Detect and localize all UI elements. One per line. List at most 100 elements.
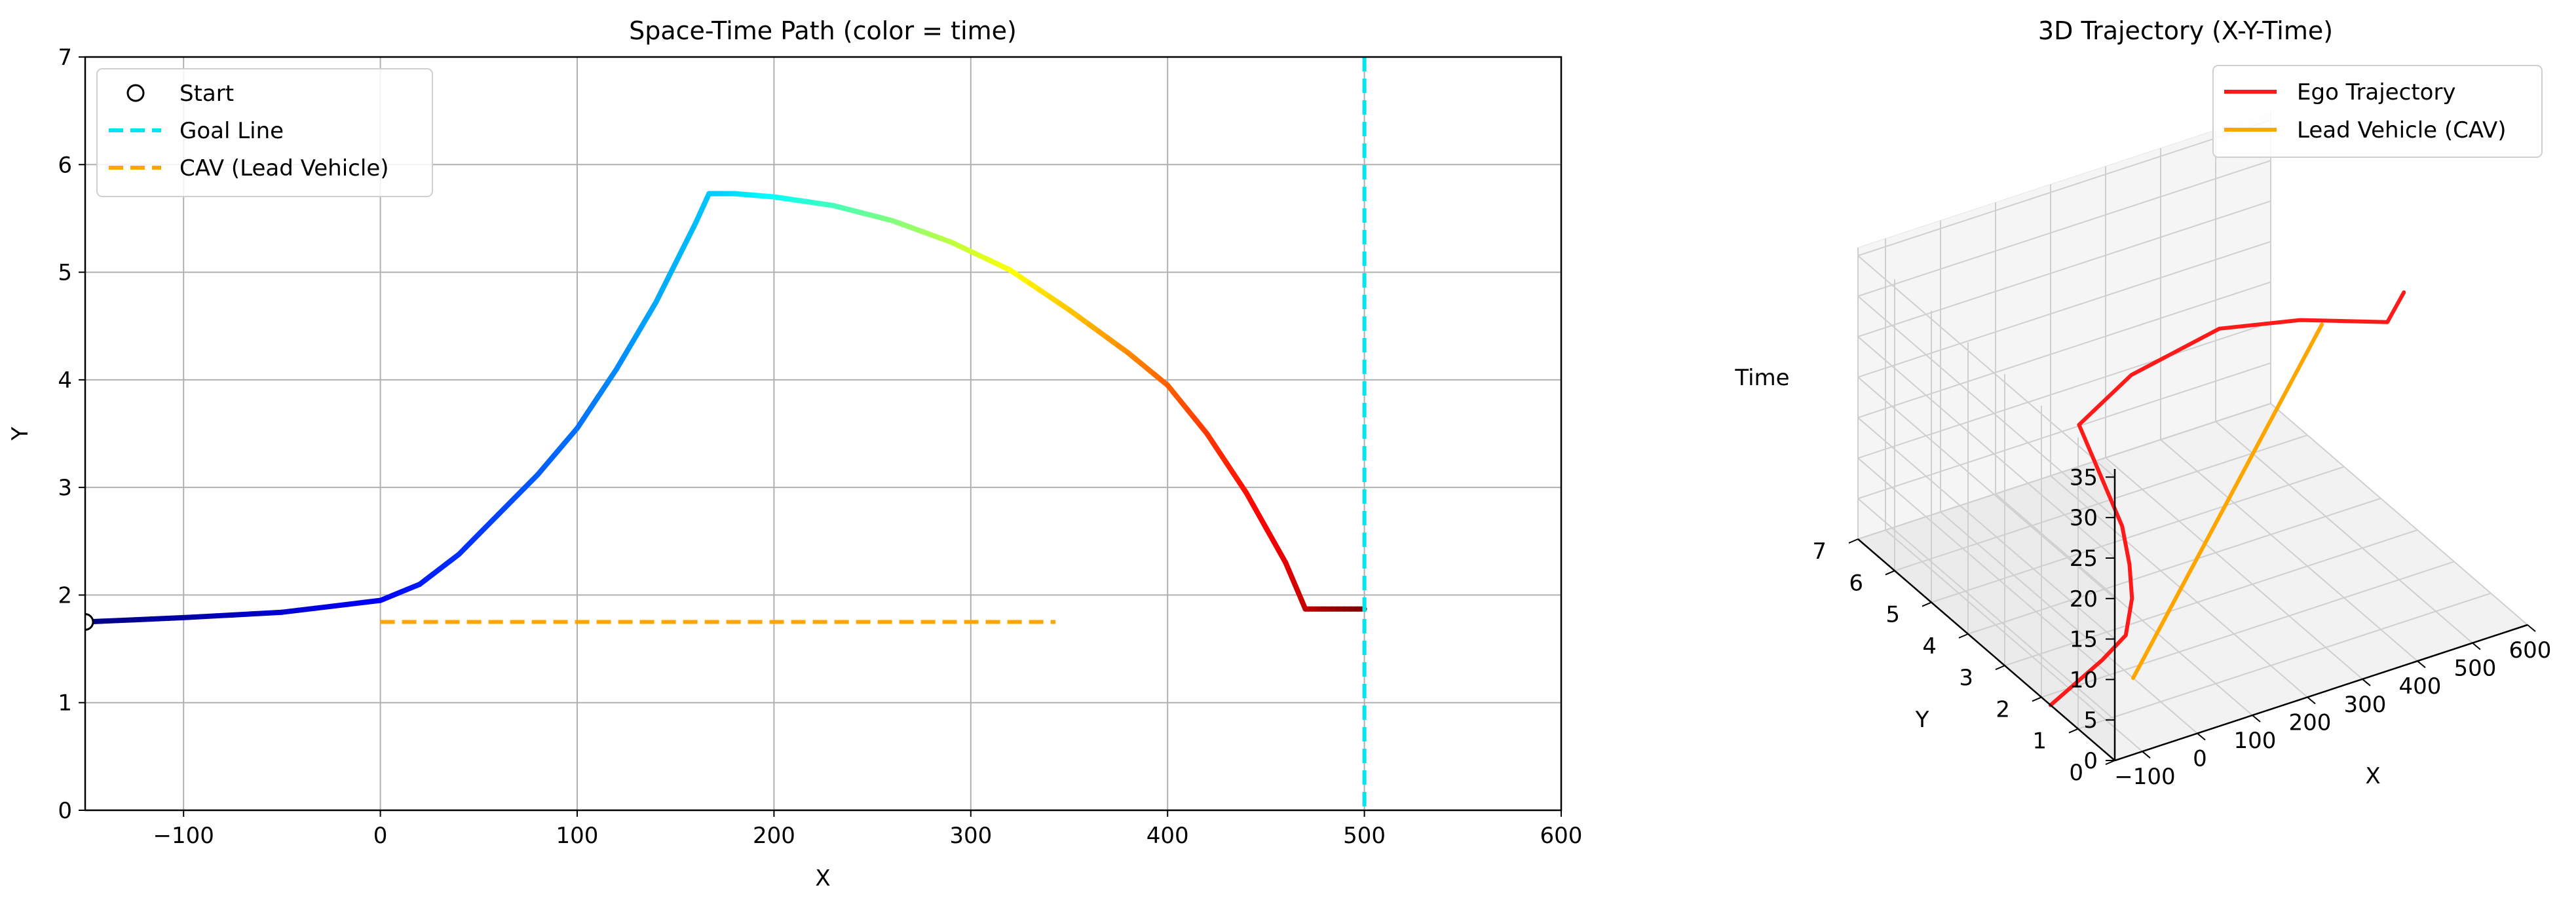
y-tick-label-3d: 5	[1885, 602, 1900, 628]
x-tick-label-3d: 500	[2454, 656, 2497, 682]
y-tick-3d	[1885, 570, 1895, 576]
z-tick-label-3d: 15	[2070, 627, 2098, 653]
y-tick-label-3d: 0	[2069, 760, 2083, 786]
y-tick-label-2d: 6	[58, 152, 72, 178]
space-time-path-segment	[345, 599, 367, 607]
z-tick-label-3d: 10	[2070, 667, 2098, 693]
x-tick-3d	[2527, 624, 2536, 632]
legend-goal-line-label: Goal Line	[180, 118, 284, 144]
y-gridline-3d	[1931, 466, 2345, 603]
x-tick-3d	[2472, 642, 2481, 650]
x-axis-label-2d: X	[815, 865, 830, 891]
x-tick-label-2d: 300	[949, 823, 992, 849]
z-gridline-3d	[1857, 160, 2271, 297]
y-tick-label-2d: 0	[58, 798, 72, 824]
tick-labels-3d: −100010020030040050060001234567051015202…	[1812, 464, 2551, 790]
z-gridline-3d	[1857, 322, 2271, 459]
plot-area-3d	[2049, 290, 2406, 707]
x-tick-3d	[2307, 696, 2316, 705]
y-tick-label-2d: 1	[58, 690, 72, 717]
y-tick-label-2d: 7	[58, 45, 72, 71]
z-tick-label-3d: 35	[2070, 464, 2098, 491]
start-marker	[85, 613, 94, 631]
x-tick-label-3d: −100	[2114, 764, 2175, 790]
plot-area-2d	[85, 57, 1367, 810]
x-tick-label-2d: 400	[1146, 823, 1189, 849]
x-tick-label-3d: 600	[2509, 637, 2552, 664]
space-time-path-segment	[132, 616, 154, 623]
z-tick-label-3d: 25	[2070, 546, 2098, 572]
z-gridline-3d	[1857, 403, 2271, 540]
x-gridline-3d	[2215, 421, 2473, 644]
z-gridline-3d	[1857, 498, 2115, 721]
x-tick-3d	[2197, 732, 2206, 741]
panes-3d	[1857, 111, 2528, 762]
z-gridline-3d	[1857, 119, 2271, 257]
x-tick-label-2d: 500	[1343, 823, 1386, 849]
x-tick-label-3d: 100	[2234, 728, 2277, 754]
x-tick-label-2d: 200	[753, 823, 795, 849]
z-gridline-3d	[1857, 377, 2115, 599]
y-tick-label-3d: 6	[1849, 570, 1863, 596]
x-tick-label-3d: 400	[2399, 673, 2442, 700]
y-gridline-3d	[1894, 434, 2308, 572]
z-gridline-3d	[1857, 336, 2115, 559]
x-tick-3d	[2362, 679, 2371, 686]
legend-box-3d	[2212, 65, 2543, 158]
y-tick-3d	[1848, 538, 1859, 544]
space-time-path-segment	[312, 603, 334, 611]
z-gridline-3d	[1857, 295, 2115, 518]
x-gridline-3d	[2160, 439, 2418, 662]
chart-title-3d: 3D Trajectory (X-Y-Time)	[2038, 16, 2333, 45]
x-tick-label-2d: 100	[556, 823, 599, 849]
x-gridline-3d	[1940, 511, 2198, 734]
x-axis-label-3d: X	[2365, 763, 2380, 789]
y-tick-label-3d: 7	[1812, 538, 1827, 565]
y-tick-3d	[1922, 601, 1932, 607]
legend-lead-label: Lead Vehicle (CAV)	[2297, 117, 2507, 143]
space-time-path-segment	[295, 605, 318, 613]
x-tick-label-2d: 0	[373, 823, 388, 849]
space-time-chart: Space-Time Path (color = time) −100 0 100 2…	[7, 16, 1582, 891]
x-tick-label-3d: 300	[2344, 692, 2387, 718]
z-gridline-3d	[1857, 362, 2271, 500]
y-tick-3d	[2068, 728, 2079, 734]
x-tick-label-2d: −100	[153, 823, 214, 849]
legend-start-label: Start	[180, 81, 234, 107]
x-tick-3d	[2417, 660, 2426, 668]
x-axis-line-3d	[2114, 624, 2528, 762]
legend-ego-label: Ego Trajectory	[2297, 79, 2456, 105]
x-gridline-3d	[1885, 529, 2143, 752]
y-tick-label-3d: 3	[1959, 665, 1973, 691]
space-time-path-segment	[99, 618, 121, 624]
space-time-path-segment	[246, 610, 269, 617]
x-tick-label-3d: 200	[2289, 709, 2332, 736]
tick-labels-2d: −100 0 100 200 300 400 500 600 0 1 2 3 4 5 6 7	[58, 45, 1582, 849]
legend-3d: Ego Trajectory Lead Vehicle (CAV)	[2212, 65, 2543, 158]
y-axis-label-2d: Y	[7, 426, 33, 441]
legend-start-marker	[126, 84, 145, 102]
ego-trajectory-line	[2049, 290, 2406, 707]
space-time-path-segment	[148, 616, 170, 622]
z-gridline-3d	[1857, 200, 2271, 337]
x-tick-label-3d: 0	[2193, 746, 2207, 772]
z-tick-label-3d: 30	[2070, 505, 2098, 531]
y-tick-3d	[1995, 665, 2005, 671]
y-axis-label-3d: Y	[1915, 707, 1929, 733]
legend-cav-label: CAV (Lead Vehicle)	[180, 155, 389, 181]
x-gridline-3d	[1995, 493, 2253, 716]
legend-2d: Start Goal Line CAV (Lead Vehicle)	[96, 68, 433, 197]
z-gridline-3d	[1857, 281, 2271, 419]
x-tick-3d	[2252, 715, 2261, 722]
y-gridline-3d	[2041, 561, 2455, 698]
x-gridline-3d	[2050, 475, 2308, 698]
z-tick-label-3d: 20	[2070, 586, 2098, 612]
x-gridline-3d	[2270, 403, 2528, 626]
space-time-path-segment	[263, 609, 285, 616]
x-tick-3d	[2142, 751, 2151, 759]
space-time-path-segment	[328, 601, 350, 609]
space-time-path-segment	[361, 597, 383, 605]
y-tick-label-3d: 1	[2032, 728, 2047, 755]
z-axis-label-3d: Time	[1734, 365, 1789, 391]
